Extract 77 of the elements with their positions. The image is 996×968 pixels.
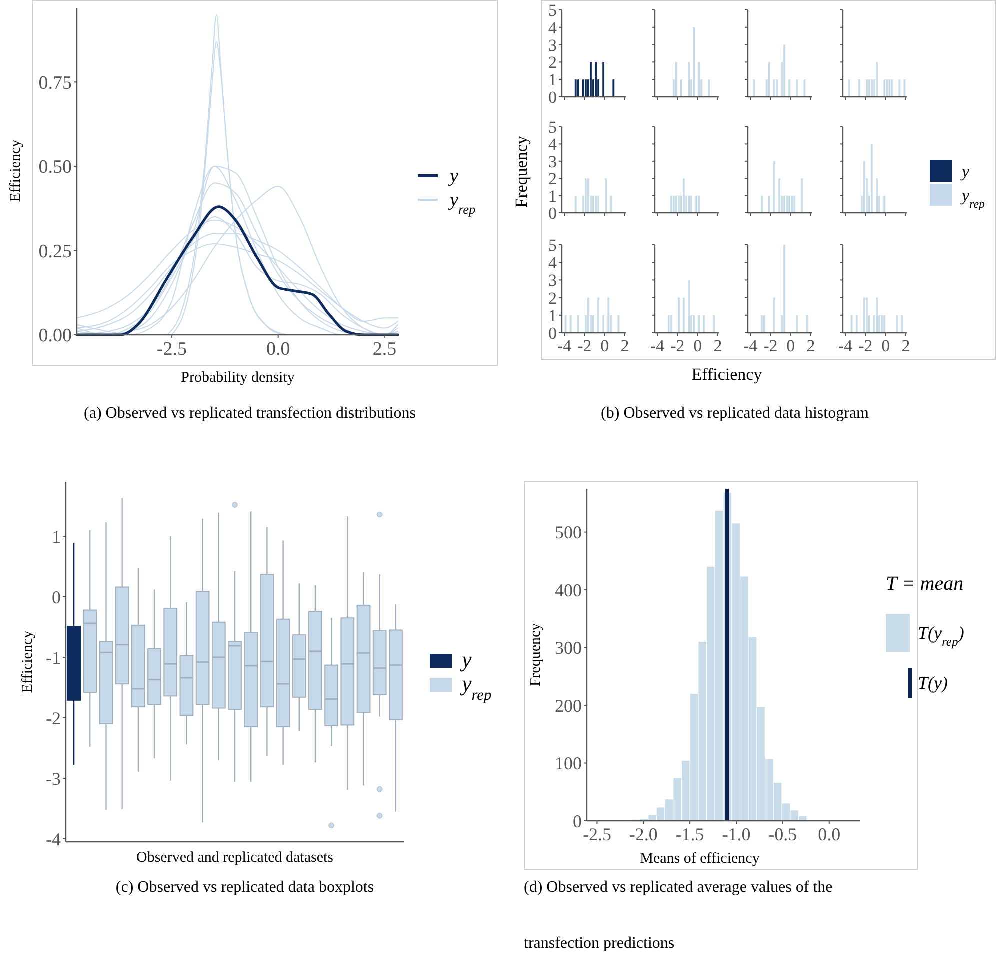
text: (d) Observed vs replicated average values of the transfection predictions <box>524 879 833 952</box>
text: (b) Observed vs replicated data histogram <box>601 405 870 422</box>
y-axis-title: Efficiency <box>20 630 36 694</box>
legend-label: T(y) <box>918 673 948 693</box>
y-tick-label: 0.75 <box>38 72 72 94</box>
y-tick-label: 0 <box>548 88 557 107</box>
x-tick-label: 2 <box>806 336 816 356</box>
y-tick-label: 5 <box>548 118 557 137</box>
text: (c) Observed vs replicated data boxplots <box>116 879 374 896</box>
x-tick-label: -1.0 <box>722 824 751 844</box>
y-tick-label: 2 <box>548 288 557 308</box>
y-tick-label: 0 <box>548 324 557 343</box>
x-tick-label: -0.5 <box>768 824 798 844</box>
y-tick-label: 400 <box>555 580 582 600</box>
y-tick-label: 300 <box>555 638 582 658</box>
x-tick-label: -2 <box>764 336 778 356</box>
y-tick-label: 4 <box>548 254 558 273</box>
y-tick-label: 1 <box>548 186 557 206</box>
legend-label: y$_{rep}$ <box>960 186 986 211</box>
y-tick-label: 200 <box>555 696 582 716</box>
y-axis-title: Frequency <box>512 136 531 208</box>
x-tick-label: -4 <box>838 336 854 356</box>
x-tick-label: 2 <box>620 336 630 356</box>
x-tick-label: -4 <box>743 336 758 356</box>
x-tick-label: 0 <box>882 336 890 356</box>
x-tick-label: 0.0 <box>266 339 290 360</box>
x-axis-title: Observed and replicated datasets <box>136 850 334 866</box>
legend-label: y <box>448 166 459 187</box>
y-tick-label: 1 <box>52 526 61 547</box>
text: (a) Observed vs replicated transfection distributions <box>84 405 416 422</box>
y-tick-label: 1 <box>548 70 557 90</box>
x-tick-label: 0 <box>600 336 610 356</box>
y-tick-label: 2 <box>548 170 557 189</box>
y-tick-label: 4 <box>548 18 558 38</box>
y-tick-label: 0.25 <box>38 241 72 262</box>
x-tick-label: -2 <box>858 336 873 356</box>
y-tick-label: 3 <box>548 36 557 55</box>
legend-label: y <box>960 162 970 181</box>
y-tick-label: -2 <box>46 708 61 728</box>
x-tick-label: -2 <box>670 336 685 356</box>
y-tick-label: 0 <box>548 204 557 223</box>
x-tick-label: 2 <box>714 336 722 356</box>
x-tick-label: 0 <box>694 336 702 356</box>
x-tick-label: -4 <box>650 336 666 356</box>
legend-label: y <box>460 647 472 672</box>
x-tick-label: -2.5 <box>156 339 187 360</box>
x-tick-label: 0 <box>786 336 796 356</box>
y-tick-label: 3 <box>548 152 557 172</box>
y-tick-label: 4 <box>548 135 558 154</box>
x-axis-title: Probability density <box>181 370 296 386</box>
y-tick-label: 3 <box>548 271 557 290</box>
y-tick-label: 500 <box>555 522 582 543</box>
x-tick-label: 2.5 <box>372 339 397 360</box>
y-tick-label: 5 <box>548 0 557 20</box>
x-tick-label: -1.5 <box>676 824 704 844</box>
y-tick-label: 0.50 <box>38 157 72 178</box>
x-axis-title: Efficiency <box>692 365 763 384</box>
y-tick-label: 0.00 <box>38 326 72 347</box>
legend-label: y$_{rep}$ <box>460 671 492 704</box>
x-tick-label: 0.0 <box>818 824 841 844</box>
y-tick-label: 2 <box>548 53 557 72</box>
y-tick-label: 5 <box>548 236 557 255</box>
y-tick-label: 0 <box>573 811 582 832</box>
legend-title: T = mean <box>886 573 964 595</box>
y-tick-label: -3 <box>46 768 61 789</box>
x-tick-label: -2.0 <box>629 824 658 844</box>
y-axis-title: Efficiency <box>8 139 24 202</box>
y-tick-label: 100 <box>555 754 582 774</box>
y-tick-label: 0 <box>52 587 61 608</box>
y-tick-label: 1 <box>548 306 557 326</box>
x-axis-title: Means of efficiency <box>640 851 760 867</box>
legend-label: y$_{rep}$ <box>448 190 476 216</box>
legend-label: T(y$_{rep}$) <box>918 623 964 649</box>
y-tick-label: -1 <box>46 648 61 668</box>
x-tick-label: 2 <box>902 336 910 356</box>
y-axis-title: Frequency <box>528 622 544 687</box>
x-tick-label: -2.5 <box>582 824 612 844</box>
